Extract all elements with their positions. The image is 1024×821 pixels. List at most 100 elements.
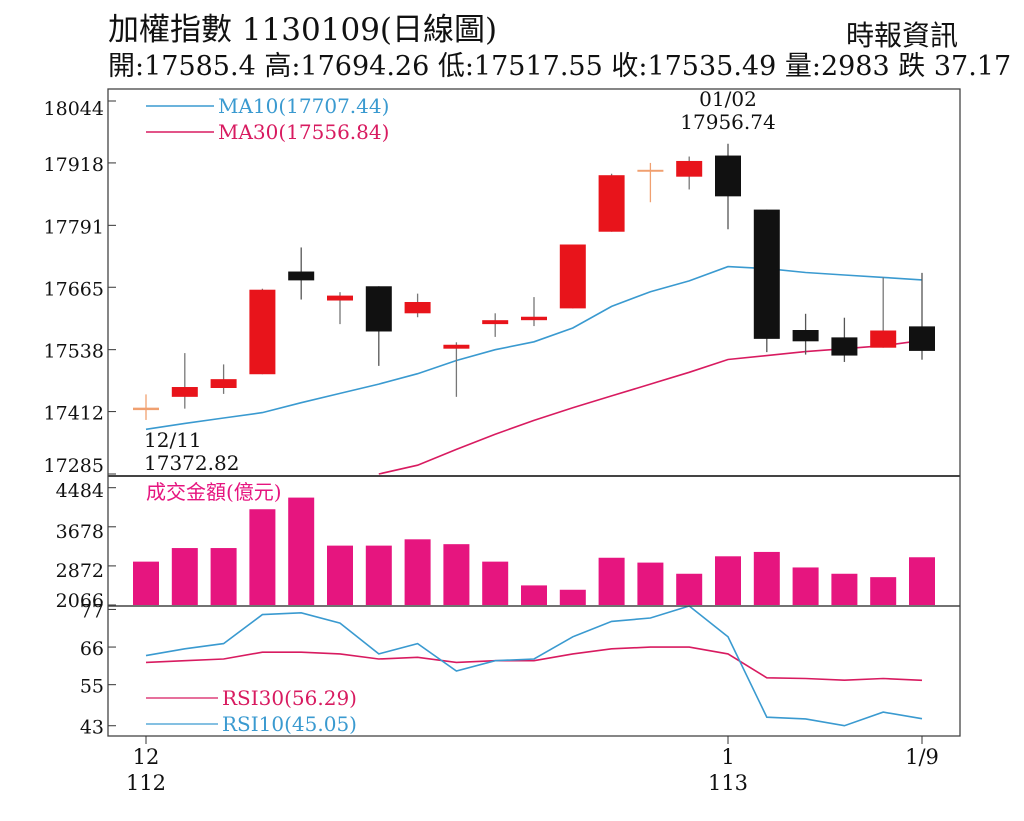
candle xyxy=(482,313,509,337)
volume-bar xyxy=(831,573,858,605)
candle xyxy=(210,364,237,394)
volume-tick-label: 2872 xyxy=(56,560,104,582)
candle-body xyxy=(831,337,858,356)
candle xyxy=(327,292,353,325)
candle-body xyxy=(482,320,509,325)
price-tick-label: 18044 xyxy=(44,98,104,120)
candle-body xyxy=(792,330,819,342)
price-tick-label: 17791 xyxy=(44,216,104,238)
volume-tick-label: 3678 xyxy=(56,521,104,543)
candle xyxy=(365,286,392,366)
volume-bar xyxy=(870,577,897,605)
volume-bar xyxy=(909,557,935,605)
chart-frame xyxy=(107,88,961,737)
volume-bar xyxy=(753,551,780,605)
candle xyxy=(404,293,431,318)
candle-body xyxy=(753,209,780,339)
rsi-tick-label: 43 xyxy=(80,717,104,739)
volume-bar xyxy=(443,544,470,605)
candle-body xyxy=(210,379,237,388)
candle xyxy=(753,209,780,353)
candle-body xyxy=(171,387,198,397)
x-tick-label: 1 xyxy=(721,745,734,769)
ma10-line xyxy=(145,265,923,431)
annotation-value: 17372.82 xyxy=(144,451,239,475)
volume-bar xyxy=(676,573,703,605)
price-tick-label: 17412 xyxy=(44,403,104,425)
source-label: 時報資訊 xyxy=(845,19,958,52)
x-tick-label: 12 xyxy=(133,745,160,769)
candle-body xyxy=(676,160,703,177)
rsi30-line xyxy=(145,646,923,682)
price-tick-label: 17665 xyxy=(44,278,104,300)
candle-body xyxy=(598,175,625,232)
volume-bar xyxy=(404,539,431,605)
candle xyxy=(288,247,315,300)
candle xyxy=(443,342,470,397)
volume-bar xyxy=(171,548,198,605)
volume-bar xyxy=(715,556,741,605)
annotation-date: 01/02 xyxy=(699,87,757,111)
candle-body xyxy=(288,271,315,281)
candle-body xyxy=(443,344,470,349)
candle-body xyxy=(909,326,935,351)
volume-bar xyxy=(792,567,819,605)
rsi-tick-label: 66 xyxy=(80,638,104,660)
volume-bar xyxy=(365,545,392,605)
annotation-date: 12/11 xyxy=(144,428,202,452)
price-tick-label: 17918 xyxy=(44,154,104,176)
rsi-tick-label: 77 xyxy=(80,600,104,622)
legend-label-ma10: MA10(17707.44) xyxy=(218,94,389,118)
candle xyxy=(598,173,625,232)
volume-bar xyxy=(133,561,159,605)
rsi-tick-label: 55 xyxy=(80,676,104,698)
x-tick-year: 113 xyxy=(708,771,748,795)
candle xyxy=(831,317,858,362)
x-tick-year: 112 xyxy=(126,771,166,795)
candle-body xyxy=(870,330,897,348)
volume-tick-label: 2066 xyxy=(56,590,104,612)
candle-body xyxy=(133,407,159,411)
volume-bar xyxy=(637,562,664,605)
candle xyxy=(909,272,935,360)
candle-body xyxy=(637,169,664,172)
candle xyxy=(870,277,897,348)
legend-label-ma30: MA30(17556.84) xyxy=(218,120,389,144)
candle-body xyxy=(715,155,741,197)
rsi10-line xyxy=(145,605,923,727)
price-tick-label: 17538 xyxy=(44,341,104,363)
candle-body xyxy=(249,289,276,375)
ohlc-summary: 開:17585.4 高:17694.26 低:17517.55 收:17535.… xyxy=(108,51,1012,82)
volume-bar xyxy=(288,497,315,605)
candle xyxy=(637,162,664,203)
volume-bar xyxy=(327,545,353,605)
volume-bar xyxy=(521,585,547,605)
volume-bar xyxy=(559,589,586,605)
candle-body xyxy=(404,301,431,314)
candle xyxy=(676,156,703,190)
volume-bar xyxy=(482,561,509,605)
legend-label-rsi30: RSI30(56.29) xyxy=(222,686,357,710)
candle xyxy=(715,143,741,230)
price-panel: 17285 17412 17538 17665 17791 17918 18044 MA10(… xyxy=(44,87,935,477)
volume-bar xyxy=(210,548,237,605)
candle xyxy=(559,244,586,309)
x-tick-label: 1/9 xyxy=(905,745,939,769)
candle-body xyxy=(327,295,353,301)
candle xyxy=(171,353,198,409)
ma30-line xyxy=(378,339,923,475)
volume-panel-title: 成交金額(億元) xyxy=(146,480,282,504)
candle xyxy=(249,288,276,375)
candle xyxy=(792,313,819,355)
price-tick-label: 17285 xyxy=(44,455,104,477)
annotation-value: 17956.74 xyxy=(680,110,775,134)
volume-tick-label: 4484 xyxy=(56,480,104,502)
volume-bar xyxy=(249,509,276,605)
candle xyxy=(133,394,159,420)
candle-body xyxy=(559,244,586,309)
chart-title: 加權指數 1130109(日線圖) xyxy=(108,12,498,48)
volume-bar xyxy=(598,557,625,605)
candle-body xyxy=(365,286,392,332)
